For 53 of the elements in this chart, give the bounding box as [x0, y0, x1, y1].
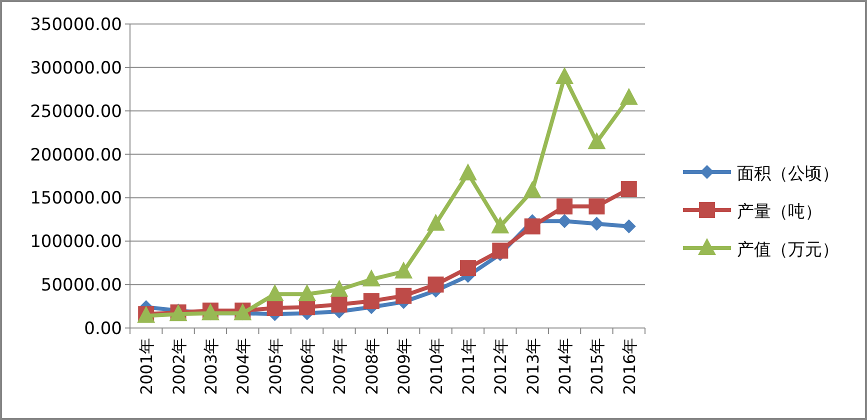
- point: [620, 88, 638, 105]
- x-tick-label: 2009年: [394, 338, 414, 395]
- point: [363, 293, 380, 310]
- point: [396, 288, 412, 304]
- y-tick-label: 250000.00: [30, 102, 122, 122]
- x-tick-label: 2010年: [426, 338, 446, 395]
- point: [458, 163, 477, 180]
- point: [523, 180, 542, 198]
- point: [524, 218, 540, 234]
- x-tick-label: 2008年: [362, 338, 382, 395]
- y-tick-label: 100000.00: [30, 232, 122, 252]
- x-tick-label: 2011年: [458, 338, 478, 395]
- x-tick-label: 2014年: [556, 338, 575, 395]
- point: [622, 219, 636, 234]
- y-tick-label: 0.00: [84, 319, 122, 339]
- x-tick-label: 2013年: [523, 338, 542, 395]
- point: [428, 276, 444, 293]
- point: [460, 260, 476, 276]
- point: [266, 284, 284, 302]
- x-tick-label: 2004年: [234, 338, 253, 395]
- point: [330, 280, 348, 297]
- point: [558, 214, 572, 228]
- point: [588, 198, 605, 214]
- point: [590, 216, 604, 231]
- point: [556, 198, 573, 214]
- point: [556, 66, 574, 84]
- y-tick-label: 300000.00: [30, 58, 122, 78]
- point: [266, 300, 283, 316]
- y-tick-label: 200000.00: [30, 145, 122, 166]
- point: [298, 284, 316, 302]
- x-tick-label: 2005年: [266, 338, 285, 395]
- x-tick-label: 2016年: [620, 338, 639, 395]
- point: [492, 242, 508, 259]
- y-tick-label: 50000.00: [40, 276, 122, 296]
- point: [426, 214, 445, 231]
- x-tick-label: 2003年: [201, 338, 220, 395]
- legend-label: 产值（万元）: [737, 240, 839, 260]
- point: [362, 269, 380, 286]
- legend-label: 产量（吨）: [737, 202, 822, 222]
- point: [331, 296, 348, 313]
- point: [394, 262, 413, 279]
- x-tick-label: 2012年: [491, 338, 510, 395]
- legend-label: 面积（公顷）: [737, 164, 839, 184]
- point: [620, 181, 637, 198]
- x-tick-label: 2002年: [169, 338, 188, 395]
- x-tick-label: 2006年: [298, 338, 318, 395]
- x-tick-label: 2007年: [330, 338, 350, 395]
- x-tick-label: 2015年: [588, 338, 607, 395]
- point: [588, 132, 606, 150]
- y-tick-label: 150000.00: [30, 188, 122, 209]
- y-tick-label: 350000.00: [30, 15, 122, 35]
- x-tick-label: 2001年: [137, 338, 156, 395]
- point: [491, 216, 510, 234]
